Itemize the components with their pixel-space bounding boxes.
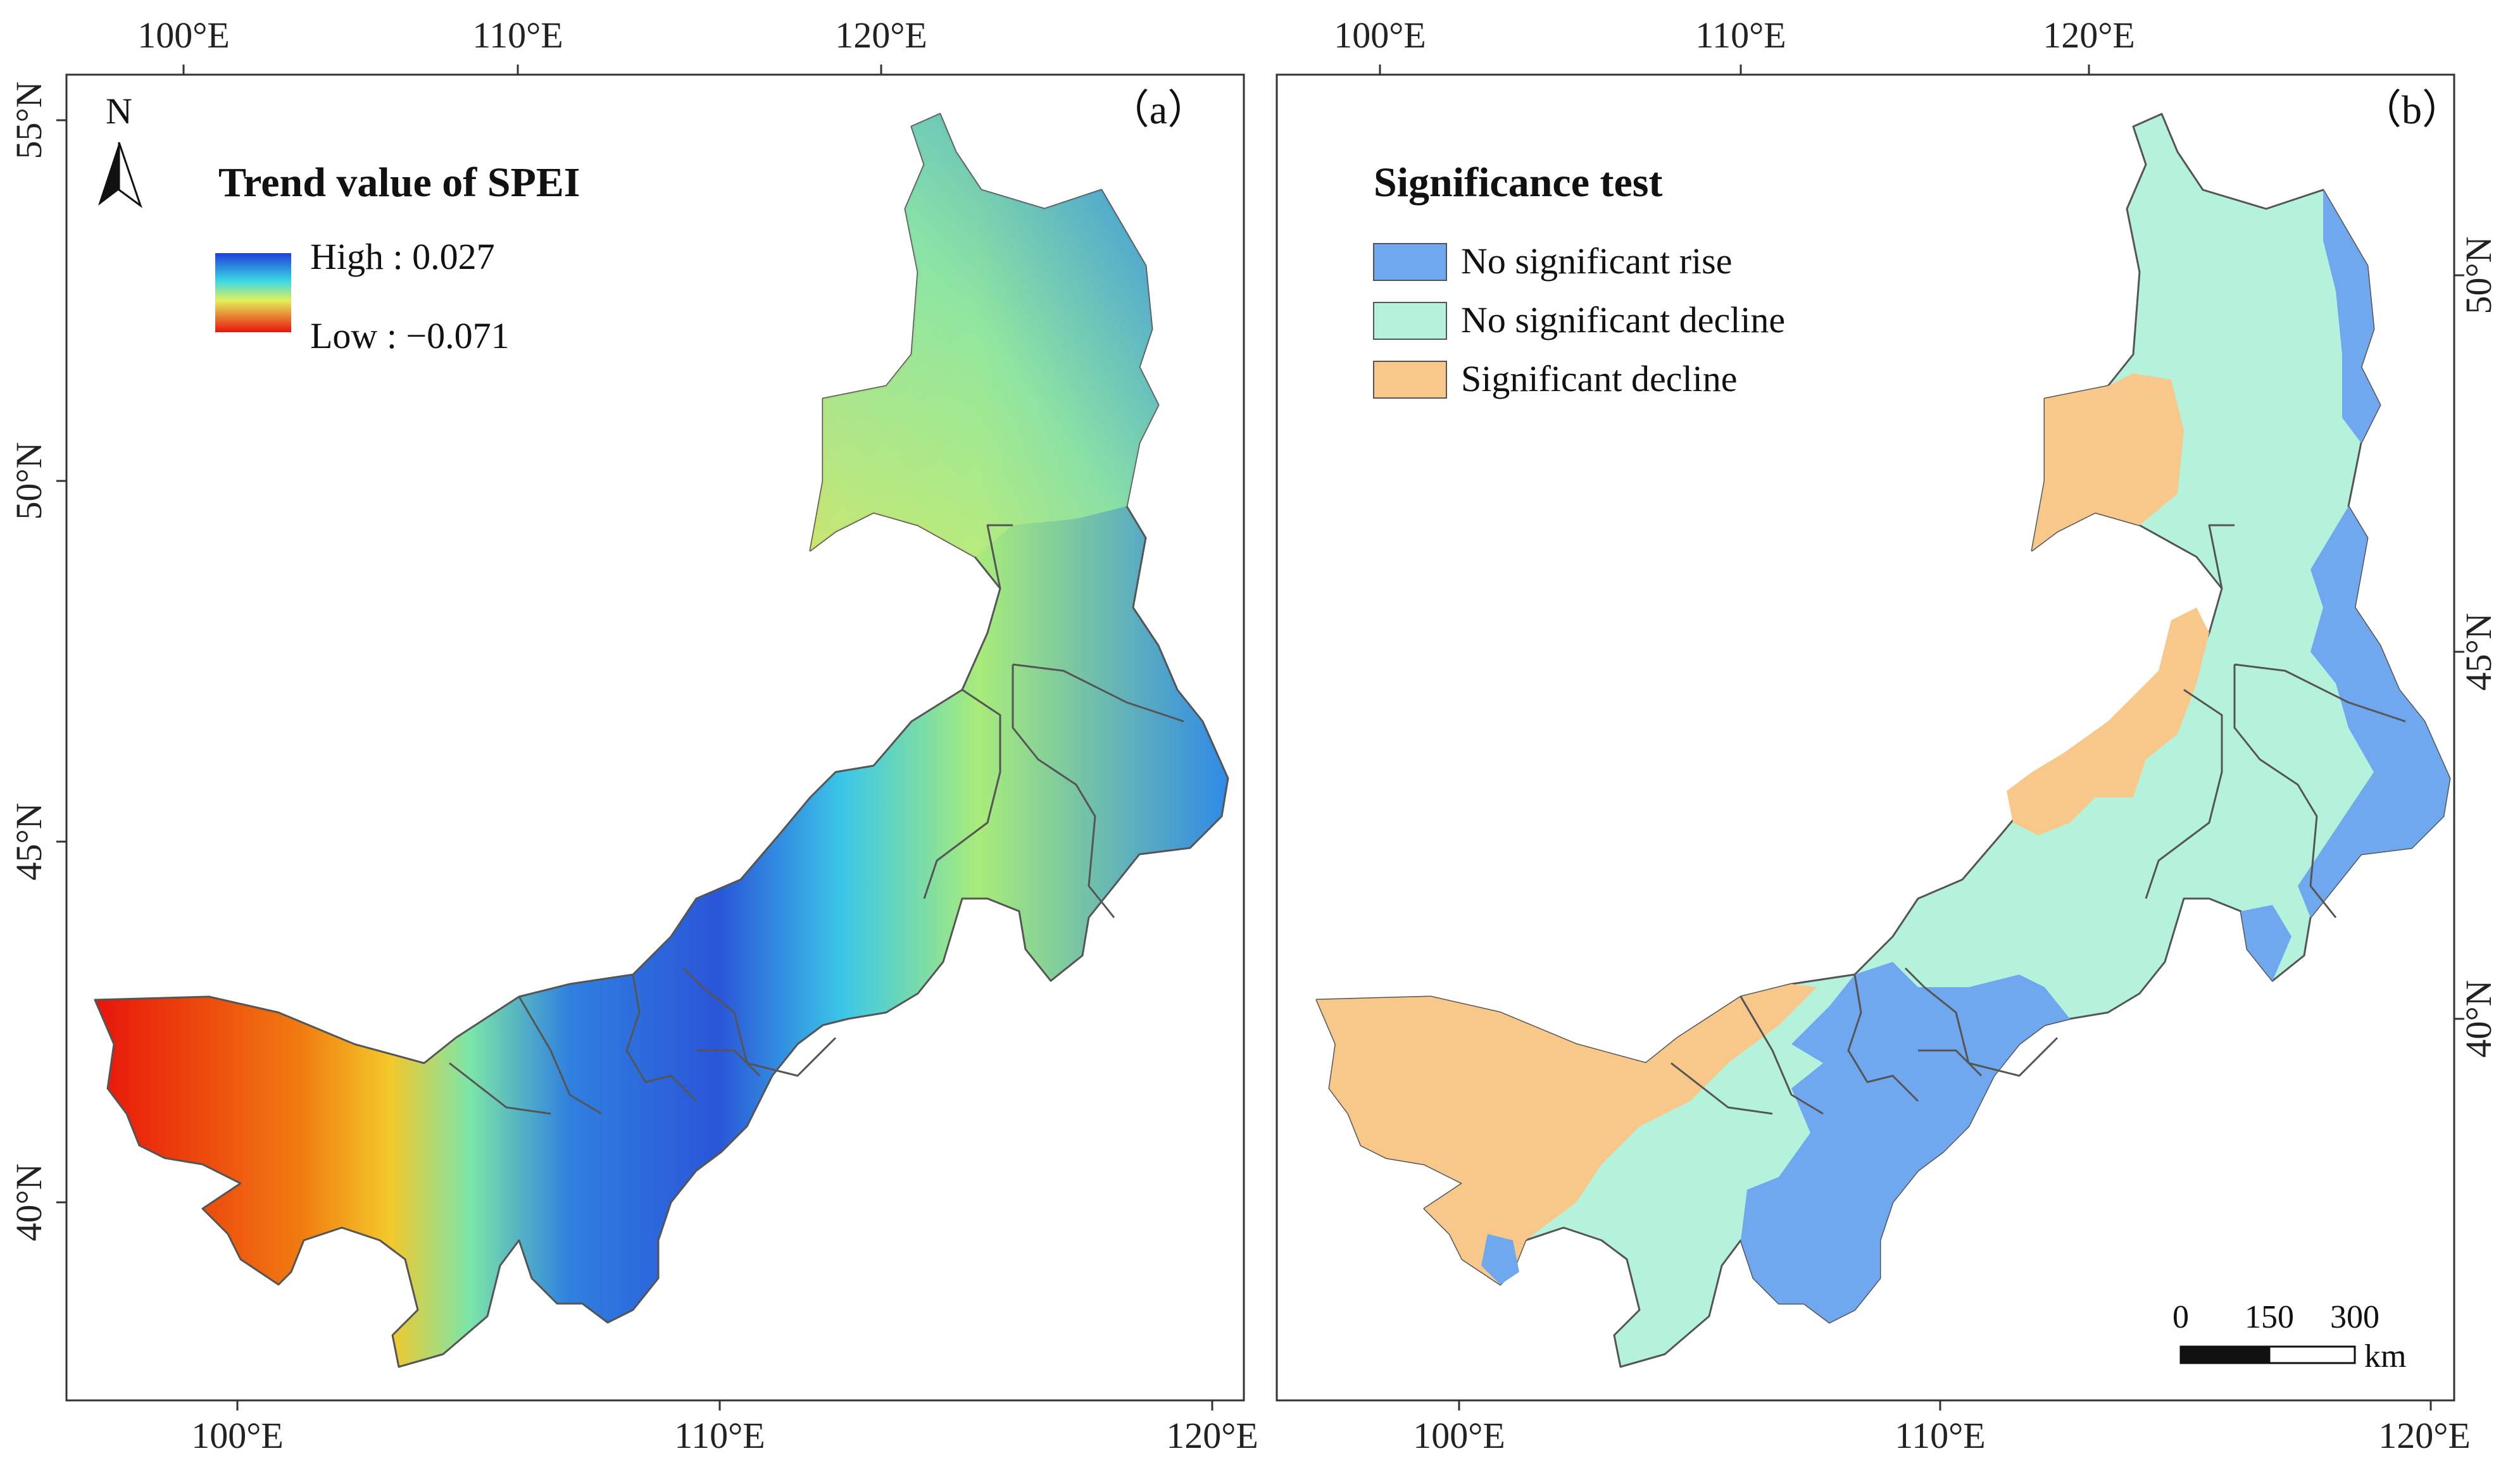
panel-a-bottom-tick-120e: 120°E [1166,1415,1258,1456]
rise-south [1741,962,2070,1323]
panel-b: 100°E 110°E 120°E 100°E 110°E 120°E 50°N… [1276,15,2499,1456]
sig-decline-west [1317,984,1817,1285]
scale-label-150: 150 [2245,1299,2294,1335]
legend-label-no-decline: No significant decline [1461,299,1785,340]
spei-low-label: Low : −0.071 [310,315,510,356]
rise-east [2298,506,2450,918]
scale-unit: km [2364,1338,2406,1374]
panel-b-legend-title: Significance test [1374,159,1662,206]
panel-a-left-tick-55n: 55°N [8,81,49,159]
panel-a-bottom-tick-110e: 110°E [674,1415,765,1456]
scale-bar-white [2268,1345,2356,1364]
legend-item-no-decline: No significant decline [1373,299,1785,340]
rise-southeast [2241,905,2291,981]
panel-a-top-tick-120e: 120°E [835,15,927,56]
legend-swatch-sig-decline [1373,361,1447,399]
panel-a-top-tick-100e: 100°E [137,15,230,56]
panel-b-label: （b） [2361,87,2462,132]
panel-b-right-tick-40n: 40°N [2458,980,2499,1057]
panel-b-top-axis [1379,65,2090,75]
internal-boundaries-b [1671,524,2406,1115]
panel-a-left-tick-45n: 45°N [8,802,49,880]
panel-b-bottom-tick-100e: 100°E [1413,1415,1505,1456]
panel-b-right-axis [2454,274,2464,1020]
panel-a-left-tick-50n: 50°N [8,442,49,520]
legend-swatch-rise [1373,243,1447,281]
scale-bar-black [2179,1345,2271,1364]
panel-b-top-tick-120e: 120°E [2043,15,2135,56]
rise-southwest [1481,1234,1519,1285]
spei-color-ramp [215,253,291,332]
north-arrow-icon [98,142,142,209]
panel-a-legend-title: Trend value of SPEI [218,159,580,206]
panel-b-map [1315,113,2451,1368]
legend-item-sig-decline: Significant decline [1373,358,1737,399]
panel-a-left-tick-40n: 40°N [8,1163,49,1241]
legend-label-sig-decline: Significant decline [1461,358,1737,399]
sig-decline-north [2032,373,2184,551]
panel-a-frame [65,73,1245,1402]
scale-bar: 0 150 300 km [2172,1299,2406,1374]
legend-item-rise: No significant rise [1373,240,1732,282]
spei-high-label: High : 0.027 [310,236,495,277]
panel-a-top-axis [182,65,882,75]
north-arrow-label: N [106,90,132,132]
north-region-a [810,114,1158,557]
scale-label-0: 0 [2172,1299,2189,1335]
legend-swatch-no-decline [1373,302,1447,340]
panel-b-bottom-tick-120e: 120°E [2378,1415,2471,1456]
panel-a: 100°E 110°E 120°E 100°E 110°E 120°E 55°N… [8,15,1258,1456]
legend-label-rise: No significant rise [1461,240,1732,282]
panel-b-top-tick-100e: 100°E [1334,15,1426,56]
panel-a-left-axis [56,119,66,1204]
panel-a-bottom-axis [236,1400,1213,1411]
panel-a-map [94,113,1229,1368]
panel-a-bottom-tick-100e: 100°E [191,1415,284,1456]
panel-a-top-tick-110e: 110°E [472,15,563,56]
panel-b-right-tick-45n: 45°N [2458,613,2499,690]
sig-decline-central [2007,607,2209,835]
panel-a-label: （a） [1109,87,1208,132]
panel-b-bottom-tick-110e: 110°E [1895,1415,1985,1456]
internal-boundaries-a [449,524,1184,1115]
rise-northeast [2323,190,2380,443]
panel-b-bottom-axis [1458,1400,2432,1411]
panel-b-top-tick-110e: 110°E [1695,15,1786,56]
panel-b-right-tick-50n: 50°N [2458,236,2499,314]
panel-b-frame [1276,73,2455,1402]
scale-label-300: 300 [2330,1299,2379,1335]
